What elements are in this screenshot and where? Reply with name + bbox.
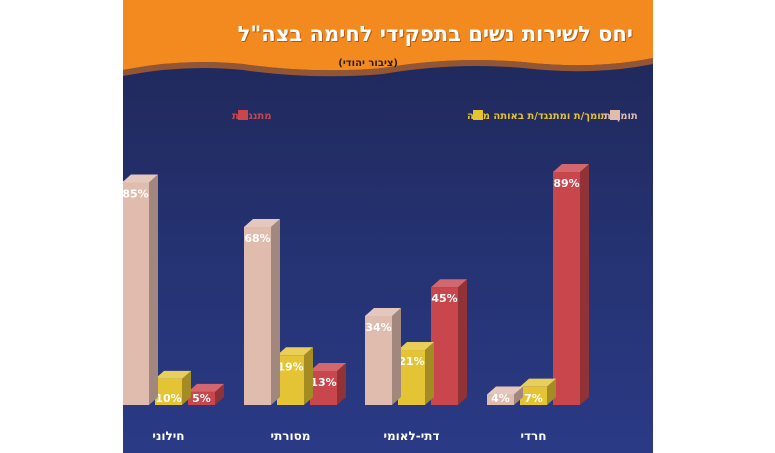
bar: 85% (123, 174, 158, 405)
legend-label: מתנגד/ת (232, 111, 271, 122)
bar-top (431, 279, 467, 288)
bar-side (182, 370, 191, 405)
bar-side (458, 279, 467, 405)
value-label: 89% (553, 177, 579, 190)
bar-side (149, 174, 158, 405)
bar-top (244, 218, 280, 227)
value-label: 5% (192, 392, 211, 405)
bar: 10% (155, 370, 191, 405)
bar: 45% (431, 279, 467, 405)
bar-front (398, 350, 425, 405)
bar-top (398, 342, 434, 351)
category-labels: חרדי דתי-לאומי מסורתי חילוני (152, 429, 546, 443)
legend-swatch (473, 110, 483, 120)
bar-side (271, 218, 280, 405)
value-label: 19% (277, 360, 303, 373)
legend-swatch (610, 110, 620, 120)
bar-side (392, 307, 401, 405)
value-label: 7% (524, 392, 543, 405)
bar-front (553, 172, 580, 405)
bar-top (487, 386, 523, 395)
bar: 4% (487, 386, 523, 405)
value-label: 10% (155, 392, 181, 405)
value-label: 85% (123, 187, 149, 200)
chart-subtitle: (ציבור יהודי) (338, 58, 398, 69)
bar-front (520, 386, 547, 405)
value-label: 4% (491, 392, 510, 405)
value-label: 45% (431, 292, 457, 305)
bar-top (123, 174, 158, 183)
chart-title: יחס לשירות נשים בתפקידי לחימה בצה"ל (237, 22, 633, 46)
bar-side (514, 386, 523, 405)
bar-side (547, 378, 556, 405)
bar: 34% (365, 307, 401, 405)
legend-label: תומך/ת (604, 111, 638, 122)
bars: 89% 7% 4% 45% 21% 34% 13% 19% 68% 5% 10% 85% (123, 164, 589, 405)
bar-chart: מתנגד/ת תומך/ת ומתנגד/ת באותה מידהתומך/ת … (123, 110, 638, 443)
category-label: חילוני (152, 429, 184, 443)
bar-front (487, 394, 514, 405)
bar-top (365, 307, 401, 316)
legend-label: תומך/ת ומתנגד/ת באותה מידה (467, 111, 608, 122)
bar: 68% (244, 218, 280, 405)
bar-top (520, 378, 556, 387)
bar-front (365, 315, 392, 405)
chart-panel: יחס לשירות נשים בתפקידי לחימה בצה"ל (ציב… (123, 0, 653, 453)
bar: 21% (398, 342, 434, 405)
value-label: 68% (244, 232, 270, 245)
value-label: 34% (365, 321, 391, 334)
bar: 89% (553, 164, 589, 405)
bar-side (580, 164, 589, 405)
bar-front (277, 355, 304, 405)
bar-top (553, 164, 589, 172)
bar-top (310, 362, 346, 371)
bar: 7% (520, 378, 556, 405)
bar-front (244, 226, 271, 405)
bar-front (123, 182, 149, 405)
value-label: 21% (398, 355, 424, 368)
bar-side (425, 342, 434, 405)
bar-top (155, 370, 191, 379)
bar-front (188, 391, 215, 405)
bar-side (215, 383, 224, 405)
bar-front (310, 370, 337, 405)
bar-front (155, 378, 182, 405)
category-label: חרדי (520, 429, 546, 443)
bar: 13% (310, 362, 346, 405)
header-banner (123, 0, 653, 77)
bar-top (188, 383, 224, 392)
value-label: 13% (310, 376, 336, 389)
bar: 19% (277, 347, 313, 405)
category-label: דתי-לאומי (383, 429, 439, 443)
bar-front (431, 287, 458, 405)
bar: 5% (188, 383, 224, 405)
legend-swatch (238, 110, 248, 120)
category-label: מסורתי (271, 429, 311, 443)
bar-side (304, 347, 313, 405)
bar-top (277, 347, 313, 356)
bar-side (337, 362, 346, 405)
